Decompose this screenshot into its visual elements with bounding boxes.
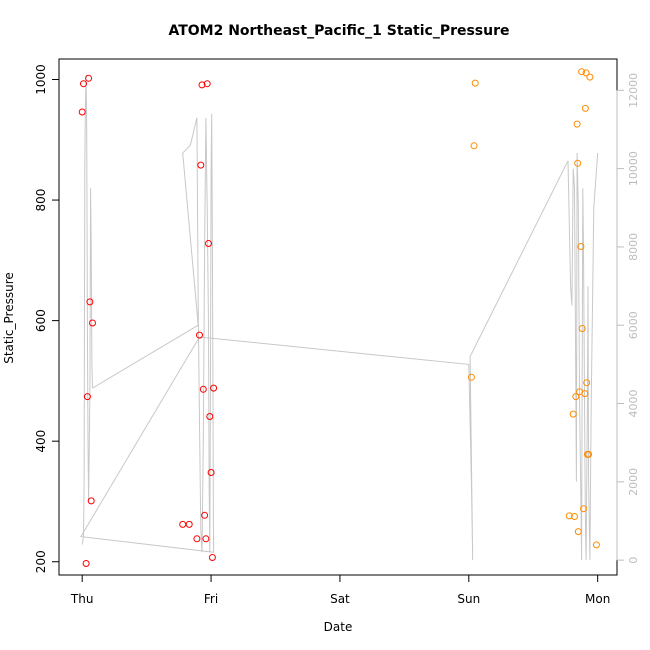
data-point [574, 528, 582, 536]
data-point [467, 373, 475, 381]
data-point [578, 68, 586, 76]
data-point [198, 81, 206, 89]
data-point [82, 560, 90, 567]
data-point [581, 390, 589, 398]
data-point [569, 410, 577, 418]
data-point [86, 298, 94, 306]
y-tick-label: 200 [34, 550, 48, 573]
data-point [577, 243, 585, 250]
y2-tick-label: 4000 [627, 390, 640, 418]
y2-tick-label: 2000 [627, 468, 640, 496]
y2-tick-label: 10000 [627, 151, 640, 186]
data-point [193, 535, 201, 543]
x-axis-label: Date [324, 620, 353, 634]
y2-tick-label: 0 [627, 557, 640, 564]
data-point [83, 393, 91, 401]
y-tick-label: 1000 [34, 64, 48, 95]
data-point [80, 80, 87, 88]
data-point [85, 74, 93, 82]
data-point [582, 69, 590, 77]
data-point [185, 520, 193, 528]
y-tick-label: 400 [34, 430, 48, 453]
depth-line-0 [80, 74, 599, 561]
x-tick-label: Thu [70, 592, 94, 606]
data-point [574, 159, 582, 167]
data-points [78, 68, 600, 567]
data-point [89, 319, 96, 327]
data-point [179, 520, 187, 528]
data-point [581, 104, 589, 112]
data-point [207, 469, 215, 476]
plot-frame [58, 58, 618, 576]
data-point [199, 385, 207, 393]
y2-tick-label: 12000 [627, 73, 640, 108]
data-point [586, 73, 594, 81]
depth-lines [80, 74, 599, 561]
x-tick-label: Mon [585, 592, 610, 606]
data-point [565, 512, 573, 520]
data-point [78, 108, 86, 116]
x-tick-label: Sun [457, 592, 480, 606]
data-point [573, 120, 581, 128]
data-point [208, 554, 216, 561]
data-point [580, 505, 587, 513]
y-tick-label: 600 [34, 309, 48, 332]
data-point [205, 240, 212, 247]
data-point [87, 497, 95, 505]
data-point [471, 79, 479, 87]
data-point [202, 535, 210, 543]
x-tick-label: Fri [204, 592, 218, 606]
data-point [585, 450, 593, 458]
x-axis: Thu Fri Sat Sun Mon [70, 574, 610, 606]
data-point [592, 541, 600, 549]
data-point [203, 80, 211, 88]
x-tick-label: Sat [330, 592, 350, 606]
data-point [571, 513, 578, 520]
data-point [578, 325, 586, 332]
data-point [201, 511, 209, 519]
data-point [210, 384, 218, 392]
data-point [206, 413, 214, 420]
chart-title: ATOM2 Northeast_Pacific_1 Static_Pressur… [168, 23, 509, 39]
y-axis-label: Static_Pressure [2, 272, 16, 364]
y-axis-left: 200 400 600 800 1000 [34, 64, 60, 573]
data-point [470, 142, 478, 150]
data-point [197, 161, 205, 169]
data-point [196, 331, 203, 339]
y2-tick-label: 8000 [627, 233, 640, 261]
y-tick-label: 800 [34, 189, 48, 212]
y2-tick-label: 6000 [627, 311, 640, 339]
data-point [583, 379, 591, 387]
data-point [572, 393, 580, 401]
y-axis-right: 0 2000 4000 6000 8000 10000 12000 [616, 73, 640, 564]
